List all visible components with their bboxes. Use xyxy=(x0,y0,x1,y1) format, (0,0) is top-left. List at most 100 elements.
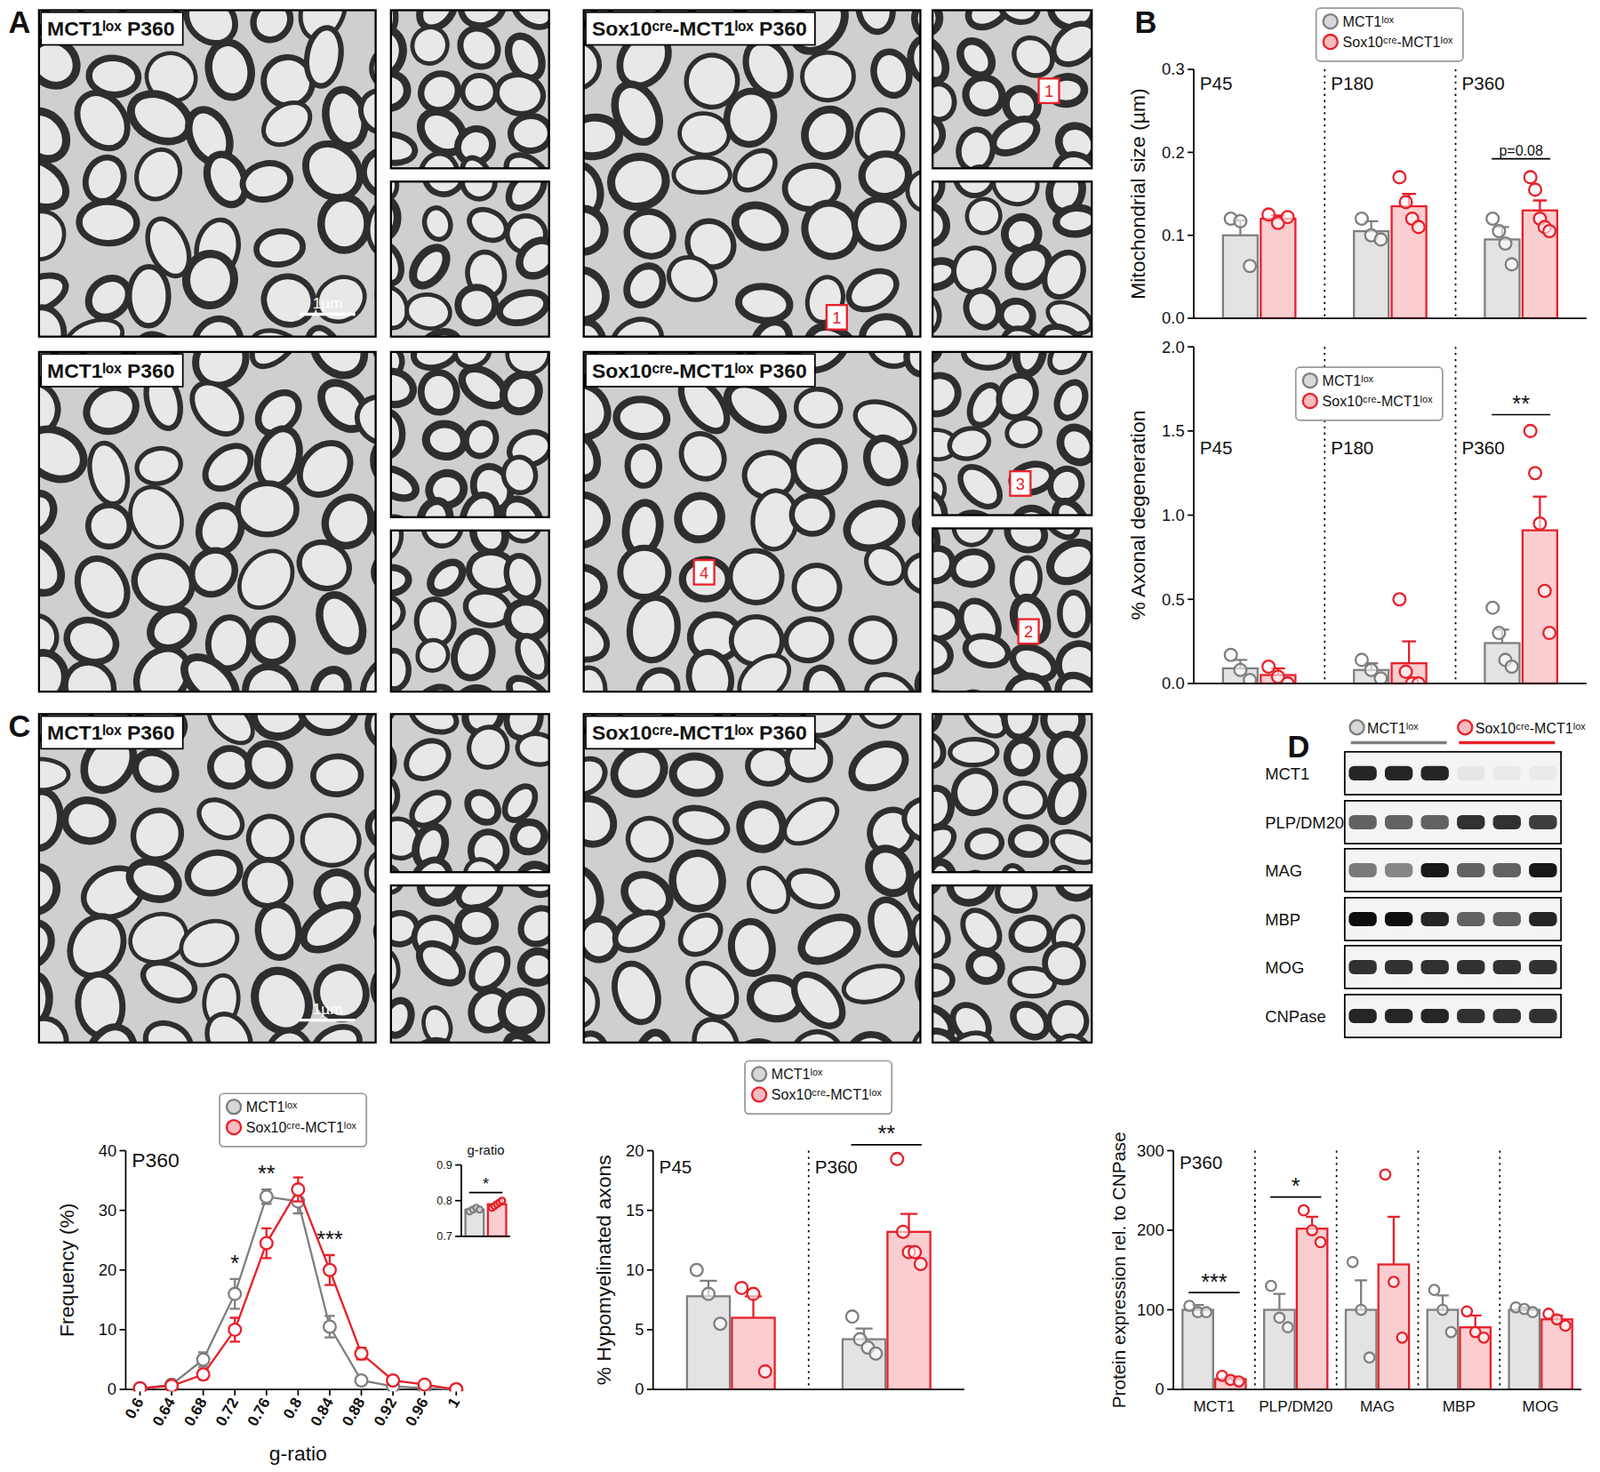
band xyxy=(1421,766,1449,781)
point xyxy=(1486,601,1499,615)
line xyxy=(139,1189,456,1390)
category-label: P360 xyxy=(815,1156,858,1177)
axon xyxy=(239,158,295,205)
point xyxy=(1528,1306,1538,1317)
em-marker-box xyxy=(826,304,848,330)
axon xyxy=(358,840,376,905)
axon xyxy=(246,323,310,337)
axon xyxy=(360,800,376,858)
x-tick-label: 0.72 xyxy=(211,1394,242,1430)
axon xyxy=(39,102,76,169)
x-tick-label: 1 xyxy=(443,1393,464,1411)
annotation: ** xyxy=(1512,391,1530,416)
axon xyxy=(295,896,365,960)
em-bg xyxy=(584,352,921,692)
point xyxy=(1528,466,1542,480)
axon xyxy=(1042,535,1092,590)
axon xyxy=(456,490,503,518)
em-frame xyxy=(932,181,1092,336)
axon xyxy=(391,530,408,567)
axon xyxy=(998,863,1034,872)
legend-swatch xyxy=(1323,14,1338,29)
axon xyxy=(516,946,549,988)
axon xyxy=(960,286,1004,333)
axon xyxy=(1058,592,1089,636)
error-cap xyxy=(229,1278,240,1280)
em-frame xyxy=(391,530,550,692)
y-tick-label: 2.0 xyxy=(1161,337,1185,357)
axon xyxy=(251,618,293,664)
axon xyxy=(1012,352,1048,376)
point xyxy=(1478,1332,1488,1343)
legend-label: MCT1ˡᵒˣ xyxy=(1343,13,1395,30)
axon xyxy=(120,479,191,556)
axon xyxy=(406,241,454,292)
axon xyxy=(944,885,1000,910)
blot-row-label: MBP xyxy=(1264,910,1301,929)
axon xyxy=(1042,352,1092,380)
axon xyxy=(391,650,409,689)
axon xyxy=(864,894,919,960)
y-tick xyxy=(455,1164,462,1167)
legend-swatch xyxy=(1323,34,1338,49)
point xyxy=(1233,664,1247,677)
group-separator xyxy=(1498,1151,1501,1391)
error-cap xyxy=(324,1283,335,1286)
axon xyxy=(297,713,360,736)
axon xyxy=(352,82,376,141)
axon xyxy=(736,283,792,323)
axon xyxy=(855,9,896,34)
legend-box xyxy=(219,1093,367,1147)
axon xyxy=(625,594,682,664)
category-label: PLP/DM20 xyxy=(1258,1397,1333,1416)
error-cap xyxy=(1436,1294,1449,1296)
em-frame xyxy=(932,9,1092,168)
axon xyxy=(128,266,169,327)
point xyxy=(1393,170,1407,184)
axon xyxy=(240,855,296,912)
axon xyxy=(848,1032,895,1043)
em-label-box xyxy=(585,353,816,387)
x-axis xyxy=(653,1388,965,1391)
error-cap xyxy=(1272,1292,1286,1295)
axon xyxy=(859,151,912,200)
bar xyxy=(1484,239,1520,319)
axon xyxy=(299,811,362,869)
y-tick-label: 5 xyxy=(634,1320,644,1339)
y-axis-label: % Hypomyelinated axons xyxy=(592,1154,616,1385)
point xyxy=(1499,237,1512,250)
category-label: P360 xyxy=(1461,72,1504,94)
band xyxy=(1456,766,1485,781)
y-tick xyxy=(1167,1309,1174,1312)
axon xyxy=(1002,528,1050,555)
point xyxy=(869,1347,882,1360)
em-marker: 1 xyxy=(832,308,841,328)
axon xyxy=(494,984,549,1039)
scale-bar-label: 1µm xyxy=(312,294,344,312)
em-frame xyxy=(932,528,1092,692)
y-tick xyxy=(1187,317,1194,320)
em-bg xyxy=(39,9,376,336)
axon xyxy=(84,439,134,508)
axon xyxy=(307,1019,366,1043)
axon xyxy=(671,851,724,910)
axon xyxy=(1056,885,1093,901)
axon xyxy=(949,243,1000,297)
axon xyxy=(962,194,1005,237)
error-line xyxy=(1392,1216,1395,1265)
x-axis-label: g-ratio xyxy=(269,1441,328,1465)
axon xyxy=(897,352,920,384)
x-axis xyxy=(1193,317,1587,320)
axon xyxy=(39,858,65,920)
axon xyxy=(391,462,421,504)
error-cap xyxy=(324,1314,335,1317)
axon xyxy=(966,948,1006,985)
axon xyxy=(312,755,362,796)
axon xyxy=(391,367,417,408)
em-image xyxy=(391,530,550,692)
axon xyxy=(962,632,1012,670)
legend-swatch xyxy=(1303,393,1318,408)
y-axis xyxy=(1192,69,1195,319)
axon xyxy=(606,152,671,212)
axon xyxy=(505,9,549,34)
